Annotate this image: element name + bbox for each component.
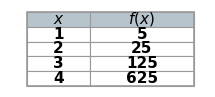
Text: 2: 2 <box>53 42 64 56</box>
Text: 1: 1 <box>53 27 64 42</box>
Bar <box>27 71 90 86</box>
Text: $\mathbf{\mathit{x}}$: $\mathbf{\mathit{x}}$ <box>53 12 64 27</box>
Text: 25: 25 <box>131 42 152 56</box>
Text: 3: 3 <box>53 56 64 71</box>
Text: 4: 4 <box>53 71 64 86</box>
Bar <box>27 27 90 42</box>
Bar <box>27 42 90 56</box>
Text: 625: 625 <box>126 71 158 86</box>
Bar <box>90 27 194 42</box>
Bar <box>90 56 194 71</box>
Bar <box>90 42 194 56</box>
Text: 5: 5 <box>137 27 147 42</box>
Bar <box>27 56 90 71</box>
Bar <box>27 12 90 27</box>
Bar <box>90 12 194 27</box>
Bar <box>90 71 194 86</box>
Text: 125: 125 <box>126 56 158 71</box>
Text: $\mathbf{\mathit{f(x)}}$: $\mathbf{\mathit{f(x)}}$ <box>128 10 155 28</box>
